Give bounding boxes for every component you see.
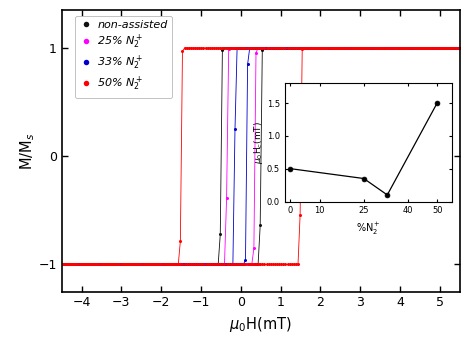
25% N$_2^+$ [117, 262, 122, 266]
non-assisted [117, 262, 122, 266]
25% N$_2^+$ [238, 46, 244, 50]
non-assisted [438, 46, 444, 50]
25% N$_2^+$ [457, 46, 463, 50]
50% N$_2^+$ [438, 46, 444, 50]
50% N$_2^+$ [192, 46, 198, 50]
25% N$_2^+$ [55, 262, 61, 266]
non-assisted [232, 46, 238, 50]
50% N$_2^+$ [64, 262, 70, 266]
X-axis label: $\mu_0$H(mT): $\mu_0$H(mT) [229, 315, 292, 334]
25% N$_2^+$ [438, 46, 444, 50]
non-assisted [423, 46, 429, 50]
Legend: non-assisted, 25% N$_2^+$, 33% N$_2^+$, 50% N$_2^+$: non-assisted, 25% N$_2^+$, 33% N$_2^+$, … [75, 16, 172, 98]
25% N$_2^+$ [423, 46, 429, 50]
25% N$_2^+$ [39, 262, 45, 266]
33% N$_2^+$ [423, 46, 429, 50]
Line: 25% N$_2^+$: 25% N$_2^+$ [40, 46, 461, 266]
33% N$_2^+$ [438, 46, 444, 50]
33% N$_2^+$ [55, 262, 61, 266]
50% N$_2^+$ [117, 262, 122, 266]
Y-axis label: M/M$_s$: M/M$_s$ [18, 132, 37, 170]
non-assisted [64, 262, 70, 266]
non-assisted [457, 46, 463, 50]
25% N$_2^+$ [150, 262, 156, 266]
33% N$_2^+$ [457, 46, 463, 50]
50% N$_2^+$ [150, 262, 156, 266]
33% N$_2^+$ [64, 262, 70, 266]
50% N$_2^+$ [457, 46, 463, 50]
33% N$_2^+$ [117, 262, 122, 266]
50% N$_2^+$ [39, 262, 45, 266]
33% N$_2^+$ [245, 46, 250, 50]
non-assisted [150, 262, 156, 266]
33% N$_2^+$ [150, 262, 156, 266]
50% N$_2^+$ [423, 46, 429, 50]
25% N$_2^+$ [64, 262, 70, 266]
Line: 33% N$_2^+$: 33% N$_2^+$ [40, 46, 461, 266]
Line: non-assisted: non-assisted [40, 46, 461, 266]
50% N$_2^+$ [55, 262, 61, 266]
Line: 50% N$_2^+$: 50% N$_2^+$ [40, 46, 461, 266]
non-assisted [55, 262, 61, 266]
non-assisted [39, 262, 45, 266]
33% N$_2^+$ [39, 262, 45, 266]
